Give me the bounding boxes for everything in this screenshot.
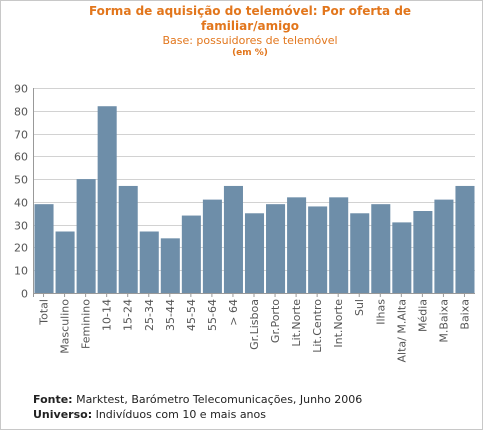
bar <box>76 179 96 293</box>
bar <box>287 197 307 293</box>
chart-unit: (em %) <box>232 48 268 58</box>
bar <box>244 213 265 293</box>
x-tick-label: 15-24 <box>122 299 135 331</box>
bar <box>434 199 454 293</box>
y-tick-label: 80 <box>14 106 28 119</box>
y-tick-label: 40 <box>14 197 28 210</box>
x-tick-label: Lit.Centro <box>311 299 324 353</box>
bar <box>97 106 117 293</box>
bar <box>181 215 201 293</box>
bar <box>308 206 328 293</box>
bar <box>202 199 222 293</box>
bar <box>392 222 412 293</box>
universe-label: Universo: <box>33 408 93 421</box>
x-tick-label: Sul <box>353 299 366 316</box>
x-tick-label: 55-64 <box>206 299 219 331</box>
source-line: Fonte: Marktest, Barómetro Telecomunicaç… <box>33 392 362 407</box>
y-tick-label: 50 <box>14 174 28 187</box>
universe-line: Universo: Indivíduos com 10 e mais anos <box>33 407 362 422</box>
x-tick-label: Lit.Norte <box>290 299 303 347</box>
y-tick-label: 60 <box>14 151 28 164</box>
x-tick-label: 35-44 <box>164 299 177 331</box>
bar <box>223 185 243 293</box>
y-tick-label: 10 <box>14 265 28 278</box>
bar <box>350 213 370 293</box>
bar <box>34 204 54 293</box>
x-tick-label: 45-54 <box>185 299 198 331</box>
bar <box>139 231 159 293</box>
x-tick-label: 25-34 <box>143 299 156 331</box>
bar <box>118 185 138 293</box>
bar <box>371 204 391 293</box>
chart-title: Forma de aquisição do telemóvel: Por ofe… <box>88 4 412 33</box>
source-text: Marktest, Barómetro Telecomunicações, Ju… <box>76 393 363 406</box>
bar <box>329 197 349 293</box>
x-tick-label: Total <box>38 299 51 326</box>
x-tick-label: Média <box>416 299 429 332</box>
y-tick-label: 20 <box>14 242 28 255</box>
chart-subtitle: Base: possuidores de telemóvel <box>162 34 338 47</box>
x-tick-label: > 64 <box>227 299 240 326</box>
source-label: Fonte: <box>33 393 73 406</box>
universe-text: Indivíduos com 10 e mais anos <box>95 408 266 421</box>
chart-footer: Fonte: Marktest, Barómetro Telecomunicaç… <box>33 392 362 422</box>
x-tick-label: Baixa <box>458 299 471 330</box>
y-tick-label: 70 <box>14 129 28 142</box>
bar <box>55 231 75 293</box>
bar <box>266 204 286 293</box>
x-tick-label: 10-14 <box>101 299 114 331</box>
x-tick-label: Ilhas <box>374 299 387 325</box>
x-tick-label: Gr.Lisboa <box>248 299 261 350</box>
x-tick-label: Gr.Porto <box>269 299 282 343</box>
bar <box>413 211 433 293</box>
x-tick-label: Alta/ M.Alta <box>395 299 408 362</box>
bar <box>455 185 475 293</box>
x-tick-label: Masculino <box>59 299 72 354</box>
y-tick-label: 30 <box>14 220 28 233</box>
y-tick-label: 90 <box>14 83 28 96</box>
bar-chart: 0 10 20 30 40 50 60 70 80 90 Total Masculino Feminin… <box>14 83 475 362</box>
x-tick-label: Feminino <box>80 299 93 349</box>
x-tick-label: Int.Norte <box>332 299 345 348</box>
y-tick-label: 0 <box>21 288 28 301</box>
bar <box>160 238 180 293</box>
x-tick-label: M.Baixa <box>437 299 450 343</box>
